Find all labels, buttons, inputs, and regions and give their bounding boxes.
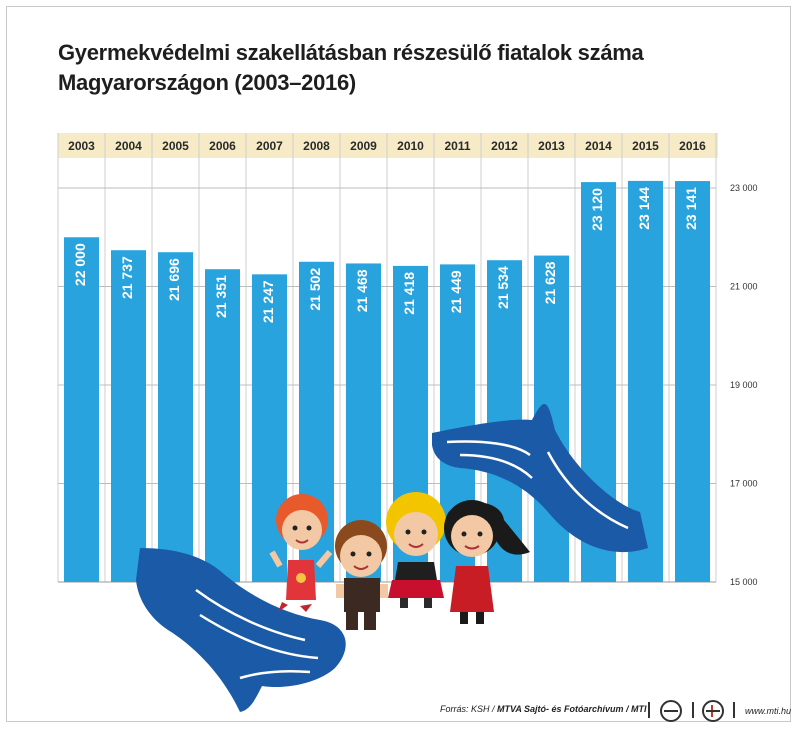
value-label: 21 696 [166,258,182,301]
year-label: 2010 [397,139,424,153]
value-label: 22 000 [72,243,88,286]
source-credit: Forrás: KSH / MTVA Sajtó- és Fotóarchívu… [440,704,647,714]
year-label: 2007 [256,139,283,153]
divider [733,702,735,718]
hand-icon [432,403,648,553]
value-label: 21 247 [260,280,276,323]
value-label: 23 120 [589,188,605,231]
illustration [136,403,648,712]
source-text: Forrás: KSH / [440,704,498,714]
bar [158,252,193,583]
value-label: 21 534 [495,266,511,309]
year-label: 2016 [679,139,706,153]
year-label: 2014 [585,139,612,153]
value-label: 21 418 [401,272,417,315]
website-link[interactable]: www.mti.hu [745,706,792,716]
value-label: 21 737 [119,256,135,299]
year-label: 2006 [209,139,236,153]
y-tick-label: 19 000 [730,380,758,390]
divider [648,702,650,718]
value-label: 21 351 [213,275,229,318]
children-icon [269,492,530,630]
bar [111,250,146,582]
y-tick-label: 23 000 [730,183,758,193]
value-label: 21 502 [307,268,323,311]
year-header-band [58,133,718,158]
year-label: 2008 [303,139,330,153]
year-label: 2013 [538,139,565,153]
y-tick-label: 15 000 [730,577,758,587]
value-label: 21 468 [354,269,370,312]
year-label: 2015 [632,139,659,153]
mtva-logo-icon [660,700,682,722]
value-label: 21 449 [448,270,464,313]
year-label: 2011 [444,139,470,153]
bar [64,237,99,582]
title-line-1: Gyermekvédelmi szakellátásban részesülő … [58,40,644,65]
year-label: 2012 [491,139,518,153]
bar [205,269,240,582]
value-label: 21 628 [542,261,558,304]
value-label: 23 141 [683,187,699,230]
y-tick-label: 21 000 [730,282,758,292]
mti-logo-icon [702,700,724,722]
year-label: 2009 [350,139,377,153]
y-tick-label: 17 000 [730,479,758,489]
archive-text: MTVA Sajtó- és Fotóarchívum / MTI [497,704,647,714]
divider [692,702,694,718]
title-line-2: Magyarországon (2003–2016) [58,70,356,95]
hand-icon [136,548,346,712]
bar [675,181,710,582]
chart-title: Gyermekvédelmi szakellátásban részesülő … [58,38,698,98]
value-label: 23 144 [636,187,652,230]
year-label: 2005 [162,139,189,153]
year-label: 2004 [115,139,142,153]
year-label: 2003 [68,139,95,153]
